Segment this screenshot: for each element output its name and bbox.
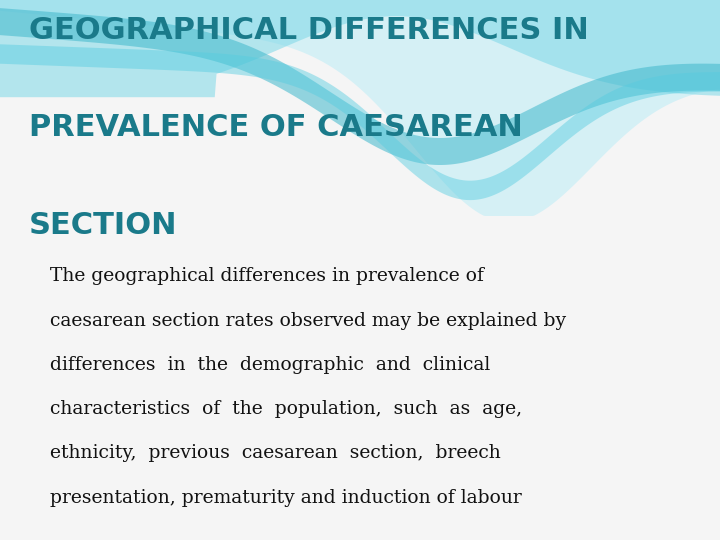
Text: ethnicity,  previous  caesarean  section,  breech: ethnicity, previous caesarean section, b… xyxy=(50,444,501,462)
Text: differences  in  the  demographic  and  clinical: differences in the demographic and clini… xyxy=(50,356,490,374)
Polygon shape xyxy=(0,8,720,165)
Text: The geographical differences in prevalence of: The geographical differences in prevalen… xyxy=(50,267,485,285)
Text: SECTION: SECTION xyxy=(29,211,177,240)
Text: presentation, prematurity and induction of labour: presentation, prematurity and induction … xyxy=(50,489,522,507)
Polygon shape xyxy=(0,0,720,216)
Polygon shape xyxy=(0,44,720,200)
Polygon shape xyxy=(0,0,720,97)
Text: characteristics  of  the  population,  such  as  age,: characteristics of the population, such … xyxy=(50,400,523,418)
Text: PREVALENCE OF CAESAREAN: PREVALENCE OF CAESAREAN xyxy=(29,113,523,143)
Text: GEOGRAPHICAL DIFFERENCES IN: GEOGRAPHICAL DIFFERENCES IN xyxy=(29,16,588,45)
Text: caesarean section rates observed may be explained by: caesarean section rates observed may be … xyxy=(50,312,567,329)
